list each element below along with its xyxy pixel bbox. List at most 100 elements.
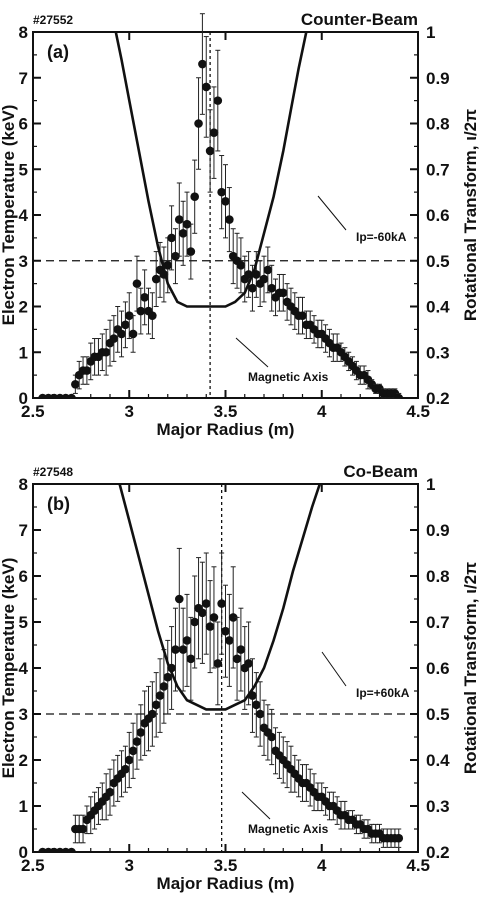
x-tick-label: 3 [125,856,134,875]
te-point [101,347,111,357]
shot-label: #27548 [33,465,73,479]
te-point [225,215,234,224]
x-tick-label: 3.5 [214,402,238,421]
te-point [140,293,149,302]
te-point [151,700,161,710]
te-point [217,599,226,608]
te-point [186,654,196,664]
x-tick-label: 4 [317,402,327,421]
te-point [117,329,126,339]
y2-tick-label: 0.7 [426,160,450,179]
te-point [136,306,146,316]
y-tick-label: 8 [19,475,28,494]
y2-tick-label: 0.5 [426,705,450,724]
y2-tick-label: 0.7 [426,613,450,632]
y2-tick-label: 0.6 [426,206,450,225]
x-tick-label: 4.5 [406,856,430,875]
te-point [209,128,219,137]
y-tick-label: 6 [19,115,28,134]
beam-label: Co-Beam [343,462,418,481]
te-point [163,261,173,270]
y-tick-label: 0 [19,389,28,408]
te-point [71,379,80,389]
panel-label: (b) [47,494,70,514]
te-point [190,617,199,627]
y-tick-label: 1 [19,797,28,816]
te-point [263,265,273,275]
shot-label: #27552 [33,13,73,27]
y2-tick-label: 0.8 [426,115,450,134]
te-point [267,732,277,742]
te-point [236,261,246,270]
y-tick-label: 5 [19,613,28,632]
te-point [105,787,115,797]
y-tick-label: 4 [19,206,29,225]
x-tick-label: 3.5 [214,856,238,875]
te-point [205,622,215,631]
panel-b: 2.5 3 3.5 4 4.5 0 1 2 3 4 5 6 7 8 0.2 0.3 0.4 0.5 0.6 0.7 0.… [0,462,480,893]
y-tick-label: 7 [19,69,28,88]
y-tick-label: 0 [19,843,28,862]
te-point [132,737,142,746]
te-point [151,274,161,284]
y-tick-label: 2 [19,751,28,770]
te-point [394,833,404,843]
te-point [128,746,138,756]
y2-tick-label: 0.8 [426,567,450,586]
y2-tick-label: 0.6 [426,659,450,678]
magnetic-axis-annotation: Magnetic Axis [248,370,329,384]
panel-a: 2.5 3 3.5 4 4.5 0 1 2 3 4 5 6 7 8 0.2 0.3 0.4 0.5 0.6 0.7 0.… [0,10,480,439]
te-point [109,334,119,343]
te-point [124,755,134,765]
te-point [178,645,188,654]
x-tick-label: 4.5 [406,402,430,421]
te-point [217,187,226,197]
y2-tick-label: 0.2 [426,843,450,862]
x-tick-label: 2.5 [21,856,45,875]
te-point [121,764,130,774]
y2-tick-label: 1 [426,23,435,42]
te-point [171,251,180,261]
iota-curve [114,32,308,308]
te-point [255,709,265,719]
te-point [209,613,219,622]
te-point [228,613,238,622]
te-point [124,311,134,320]
te-point [121,320,130,330]
te-point [221,196,230,206]
y-tick-label: 7 [19,521,28,540]
panel-label: (a) [47,42,69,62]
y2-tick-label: 0.9 [426,69,450,88]
y2-tick-label: 0.3 [426,343,450,362]
y-tick-label: 2 [19,298,28,317]
te-point [155,691,165,700]
te-point [221,626,230,636]
te-point [182,219,192,229]
te-point [244,659,253,668]
y-tick-label: 4 [19,659,29,678]
y-tick-label: 3 [19,705,28,724]
te-point [298,311,307,320]
te-point [248,283,257,293]
te-point [128,329,138,339]
te-point [175,215,184,224]
y2-tick-label: 0.5 [426,252,450,271]
te-point [132,279,142,288]
te-point [198,608,207,618]
magnetic-axis-annotation: Magnetic Axis [248,822,329,836]
te-point [67,847,76,852]
y2-axis-title: Rotational Transform, ι/2π [461,109,480,321]
te-point [148,311,157,320]
te-point [175,594,184,604]
te-point [236,645,246,654]
te-point [213,659,223,668]
beam-label: Counter-Beam [301,10,418,29]
te-point [186,247,196,256]
y2-tick-label: 0.2 [426,389,450,408]
te-point [278,288,288,298]
te-point [251,700,261,710]
te-point [171,645,180,654]
y-tick-label: 1 [19,343,28,362]
